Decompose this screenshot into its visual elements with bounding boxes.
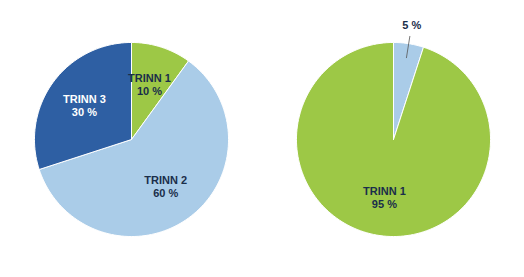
svg-text:TRINN 195 %: TRINN 195 % [363, 184, 406, 209]
svg-text:TRINN 330 %: TRINN 330 % [63, 92, 106, 117]
svg-text:5 %: 5 % [402, 18, 421, 30]
svg-text:TRINN 260 %: TRINN 260 % [144, 174, 187, 199]
svg-text:TRINN 110 %: TRINN 110 % [128, 71, 171, 96]
